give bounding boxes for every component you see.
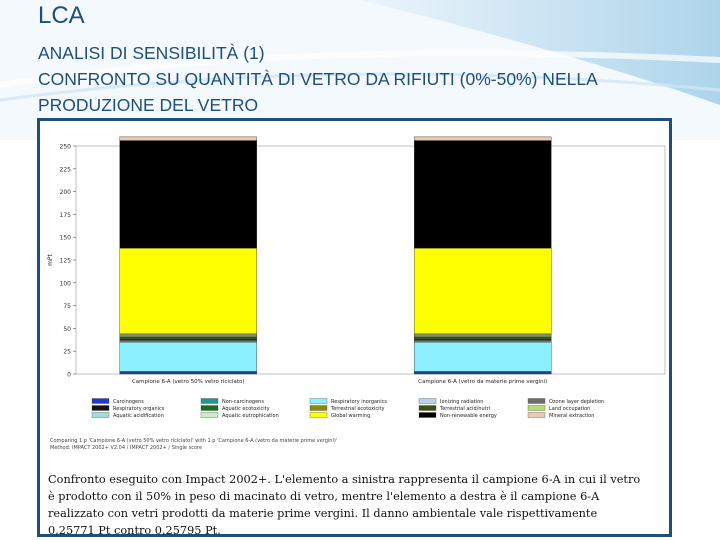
caption-line: realizzato con vetri prodotti da materie…: [48, 507, 598, 520]
chart-footer: Comparing 1 p 'Campione 6-A (vetro 50% v…: [50, 438, 337, 444]
legend-label: Aquatic eutrophication: [222, 413, 279, 419]
legend-label: Ionizing radiation: [440, 399, 483, 405]
bar-segment: [119, 341, 257, 372]
y-tick-label: 150: [60, 235, 72, 242]
y-tick-label: 200: [60, 189, 72, 196]
bar-segment: [119, 247, 257, 335]
figure-caption: Confronto eseguito con Impact 2002+. L'e…: [48, 471, 668, 539]
legend-label: Non-renewable energy: [440, 413, 497, 419]
y-tick-label: 75: [63, 303, 71, 310]
legend-swatch: [200, 412, 219, 418]
y-axis-label: mPt: [47, 253, 54, 265]
bar-segment: [414, 247, 552, 335]
legend-swatch: [91, 405, 110, 411]
legend-swatch: [91, 412, 110, 418]
legend-label: Global warming: [331, 413, 370, 419]
legend-label: Carcinogens: [113, 399, 144, 405]
y-tick-label: 100: [60, 280, 72, 287]
slide-title: LCA: [38, 2, 85, 29]
legend-swatch: [200, 405, 219, 411]
y-tick-label: 225: [60, 166, 72, 173]
bar-segment: [119, 140, 257, 249]
y-tick-label: 250: [60, 144, 72, 151]
bar-segment: [414, 136, 552, 141]
y-tick-label: 0: [67, 372, 71, 379]
legend-swatch: [309, 398, 328, 404]
legend-label: Respiratory inorganics: [331, 399, 387, 405]
legend-swatch: [91, 398, 110, 404]
legend-swatch: [309, 405, 328, 411]
legend-swatch: [418, 412, 437, 418]
caption-line: è prodotto con il 50% in peso di macinat…: [48, 490, 600, 503]
caption-line: Confronto eseguito con Impact 2002+. L'e…: [48, 473, 641, 486]
legend-swatch: [527, 412, 546, 418]
legend-label: Aquatic acidification: [113, 413, 164, 419]
bar-segment: [119, 371, 257, 375]
legend-swatch: [527, 398, 546, 404]
bar-segment: [119, 136, 257, 141]
legend-label: Aquatic ecotoxicity: [222, 406, 270, 412]
y-tick-label: 175: [60, 212, 72, 219]
legend-label: Ozone layer depletion: [549, 399, 604, 405]
legend-label: Mineral extraction: [549, 413, 594, 419]
background-swoosh: [0, 0, 720, 140]
legend-label: Non-carcinogens: [222, 399, 264, 405]
subtitle-line: CONFRONTO SU QUANTITÀ DI VETRO DA RIFIUT…: [38, 69, 598, 89]
y-tick-label: 50: [63, 326, 71, 333]
figure-frame: 0 25 50 75 100 125 150 175 200 225 250 mPt Campione …: [37, 118, 672, 537]
slide-subtitle: ANALISI DI SENSIBILITÀ (1) CONFRONTO SU …: [38, 40, 698, 118]
legend-swatch: [527, 405, 546, 411]
legend-label: Respiratory organics: [113, 406, 165, 412]
caption-line: 0,25771 Pt contro 0,25795 Pt.: [48, 524, 221, 537]
legend-swatch: [309, 412, 328, 418]
bar-segment: [414, 371, 552, 375]
category-label: Campione 6-A (vetro 50% vetro riciclato): [132, 379, 245, 385]
legend-swatch: [200, 398, 219, 404]
legend-label: Terrestrial ecotoxicity: [330, 406, 385, 412]
subtitle-line: ANALISI DI SENSIBILITÀ (1): [38, 43, 265, 63]
bar-segment: [414, 341, 552, 372]
category-label: Campione 6-A (vetro da materie prime ver…: [418, 379, 547, 385]
stacked-bar-chart: 0 25 50 75 100 125 150 175 200 225 250 mPt Campione …: [47, 136, 666, 451]
y-tick-label: 25: [63, 349, 71, 356]
subtitle-line: PRODUZIONE DEL VETRO: [38, 95, 259, 115]
legend-label: Land occupation: [549, 406, 590, 412]
y-tick-label: 125: [60, 258, 72, 265]
chart-footer: Method: IMPACT 2002+ V2.04 / IMPACT 2002…: [50, 445, 202, 451]
legend-swatch: [418, 398, 437, 404]
legend-swatch: [418, 405, 437, 411]
legend-label: Terrestrial acid/nutri: [439, 406, 490, 412]
bar-segment: [414, 140, 552, 249]
